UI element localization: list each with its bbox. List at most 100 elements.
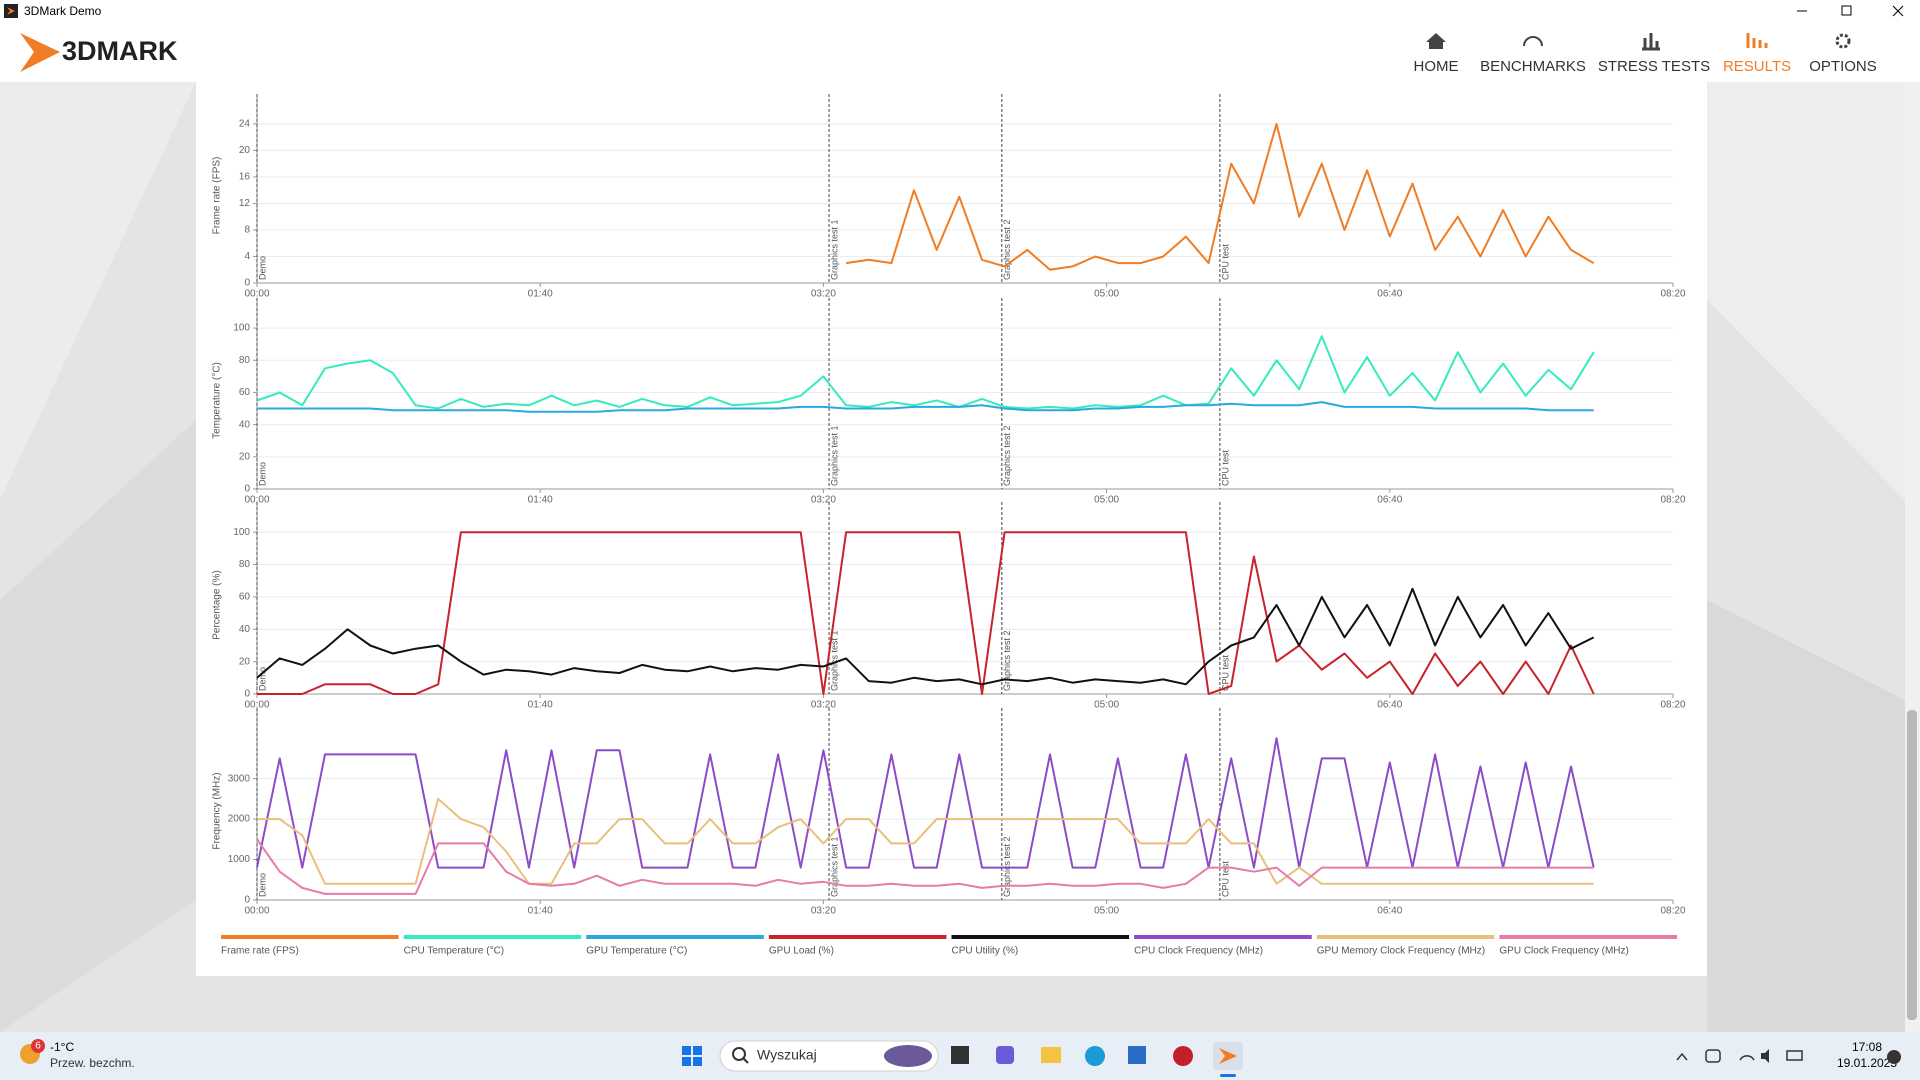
y-tick-label: 20 [239,656,251,667]
test-marker-label: Graphics test 1 [829,630,839,691]
y-tick-label: 0 [244,895,250,906]
tray-icon[interactable] [1705,1049,1721,1063]
options-icon[interactable] [1835,33,1851,49]
results-icon[interactable] [1746,33,1768,48]
logo[interactable]: 3DMARK [20,33,178,72]
start-button[interactable] [682,1046,702,1066]
legend-label: GPU Clock Frequency (MHz) [1499,946,1628,957]
weather-temperature[interactable]: -1°C [50,1040,74,1054]
x-tick-label: 01:40 [528,495,553,506]
y-tick-label: 0 [244,689,250,700]
legend-swatch [1316,935,1495,939]
test-marker-label: Graphics test 1 [829,425,839,486]
y-tick-label: 80 [239,559,251,570]
battery-icon[interactable] [1786,1050,1803,1061]
charts: 0 4 8 12 16 20 24 00:00 01:40 03:20 05:00 06:40 08:2… [212,94,1686,917]
test-marker-label: CPU test [1220,449,1230,486]
x-tick-label: 00:00 [244,906,269,917]
x-tick-label: 06:40 [1377,700,1402,711]
nav-item[interactable]: STRESS TESTS [1598,58,1710,75]
test-marker-label: Graphics test 2 [1002,219,1012,280]
y-tick-label: 100 [233,527,250,538]
taskbar-app[interactable] [996,1046,1014,1064]
tray-overflow[interactable] [1676,1052,1688,1061]
scrollbar-thumb[interactable] [1907,710,1917,1020]
y-axis-label: Percentage (%) [212,570,223,639]
series-line [256,838,1594,895]
nav-item[interactable]: BENCHMARKS [1480,58,1586,75]
nav-item[interactable]: HOME [1414,58,1459,75]
y-tick-label: 4 [244,251,250,262]
x-tick-label: 03:20 [811,495,836,506]
logo-text: 3DMARK [62,36,178,66]
x-tick-label: 06:40 [1377,906,1402,917]
legend-swatch [1134,935,1312,939]
y-tick-label: 40 [239,624,251,635]
x-tick-label: 03:20 [811,700,836,711]
series-line [256,335,1595,410]
taskbar-3dmark-icon [1219,1048,1237,1064]
benchmarks-icon[interactable] [1523,36,1543,47]
y-tick-label: 0 [244,484,250,495]
stress-tests-icon[interactable] [1642,33,1660,51]
home-icon[interactable] [1426,33,1446,49]
test-marker-label: Graphics test 2 [1002,425,1012,486]
legend-swatch [221,935,399,939]
taskbar-app[interactable] [1128,1046,1146,1064]
legend-label: GPU Load (%) [769,946,834,957]
x-tick-label: 00:00 [244,700,269,711]
series-line [257,531,1595,695]
series-line [845,122,1595,271]
start-tile [693,1057,702,1066]
nav-item[interactable]: RESULTS [1723,58,1791,75]
legend-swatch [951,935,1130,939]
taskbar-app[interactable] [1085,1046,1105,1066]
y-axis-label: Temperature (°C) [212,362,223,439]
legend-swatch [1499,935,1677,939]
clock-date[interactable]: 19.01.2025 [1837,1056,1897,1070]
nav-item[interactable]: OPTIONS [1809,58,1877,75]
y-tick-label: 1000 [228,854,251,865]
search-text[interactable]: Wyszukaj [757,1047,817,1063]
volume-icon[interactable] [1761,1049,1769,1063]
x-tick-label: 05:00 [1094,495,1119,506]
weather-description[interactable]: Przew. bezchm. [50,1056,135,1070]
y-axis-label: Frame rate (FPS) [212,157,223,235]
content-panel [196,82,1707,976]
search-box[interactable] [719,1040,939,1072]
test-marker-label: Demo [257,873,267,897]
taskbar-app[interactable] [951,1046,969,1064]
y-tick-label: 3000 [228,773,251,784]
x-tick-label: 01:40 [528,289,553,300]
test-marker-label: Demo [257,256,267,280]
maximize-button[interactable] [1841,5,1852,16]
test-marker-label: Demo [257,462,267,486]
active-indicator [1220,1074,1236,1077]
test-marker-label: Graphics test 2 [1002,630,1012,691]
series-line [257,401,1594,413]
clock-time[interactable]: 17:08 [1852,1040,1882,1054]
taskbar-app[interactable] [1173,1046,1193,1066]
close-button[interactable] [1892,5,1904,17]
x-tick-label: 08:20 [1660,700,1685,711]
app-icon-mark [7,7,15,15]
notifications-icon[interactable] [1887,1050,1901,1064]
legend-label: CPU Temperature (°C) [404,946,505,957]
series-line [256,737,1595,869]
legend: Frame rate (FPS) CPU Temperature (°C) GPU … [221,935,1677,957]
wifi-icon[interactable] [1739,1055,1755,1061]
nav: HOME BENCHMARKS STRESS TESTS RESULTS OPTIONS [1414,58,1877,75]
x-tick-label: 05:00 [1094,700,1119,711]
nav-icons [1426,33,1851,51]
x-tick-label: 08:20 [1660,495,1685,506]
series-line [257,797,1594,885]
start-tile [682,1057,691,1066]
x-tick-label: 05:00 [1094,906,1119,917]
taskbar-app[interactable] [1041,1047,1061,1063]
legend-label: GPU Memory Clock Frequency (MHz) [1317,946,1485,957]
series-line [256,587,1595,686]
y-tick-label: 2000 [228,814,251,825]
legend-label: CPU Clock Frequency (MHz) [1134,946,1263,957]
y-tick-label: 0 [244,278,250,289]
